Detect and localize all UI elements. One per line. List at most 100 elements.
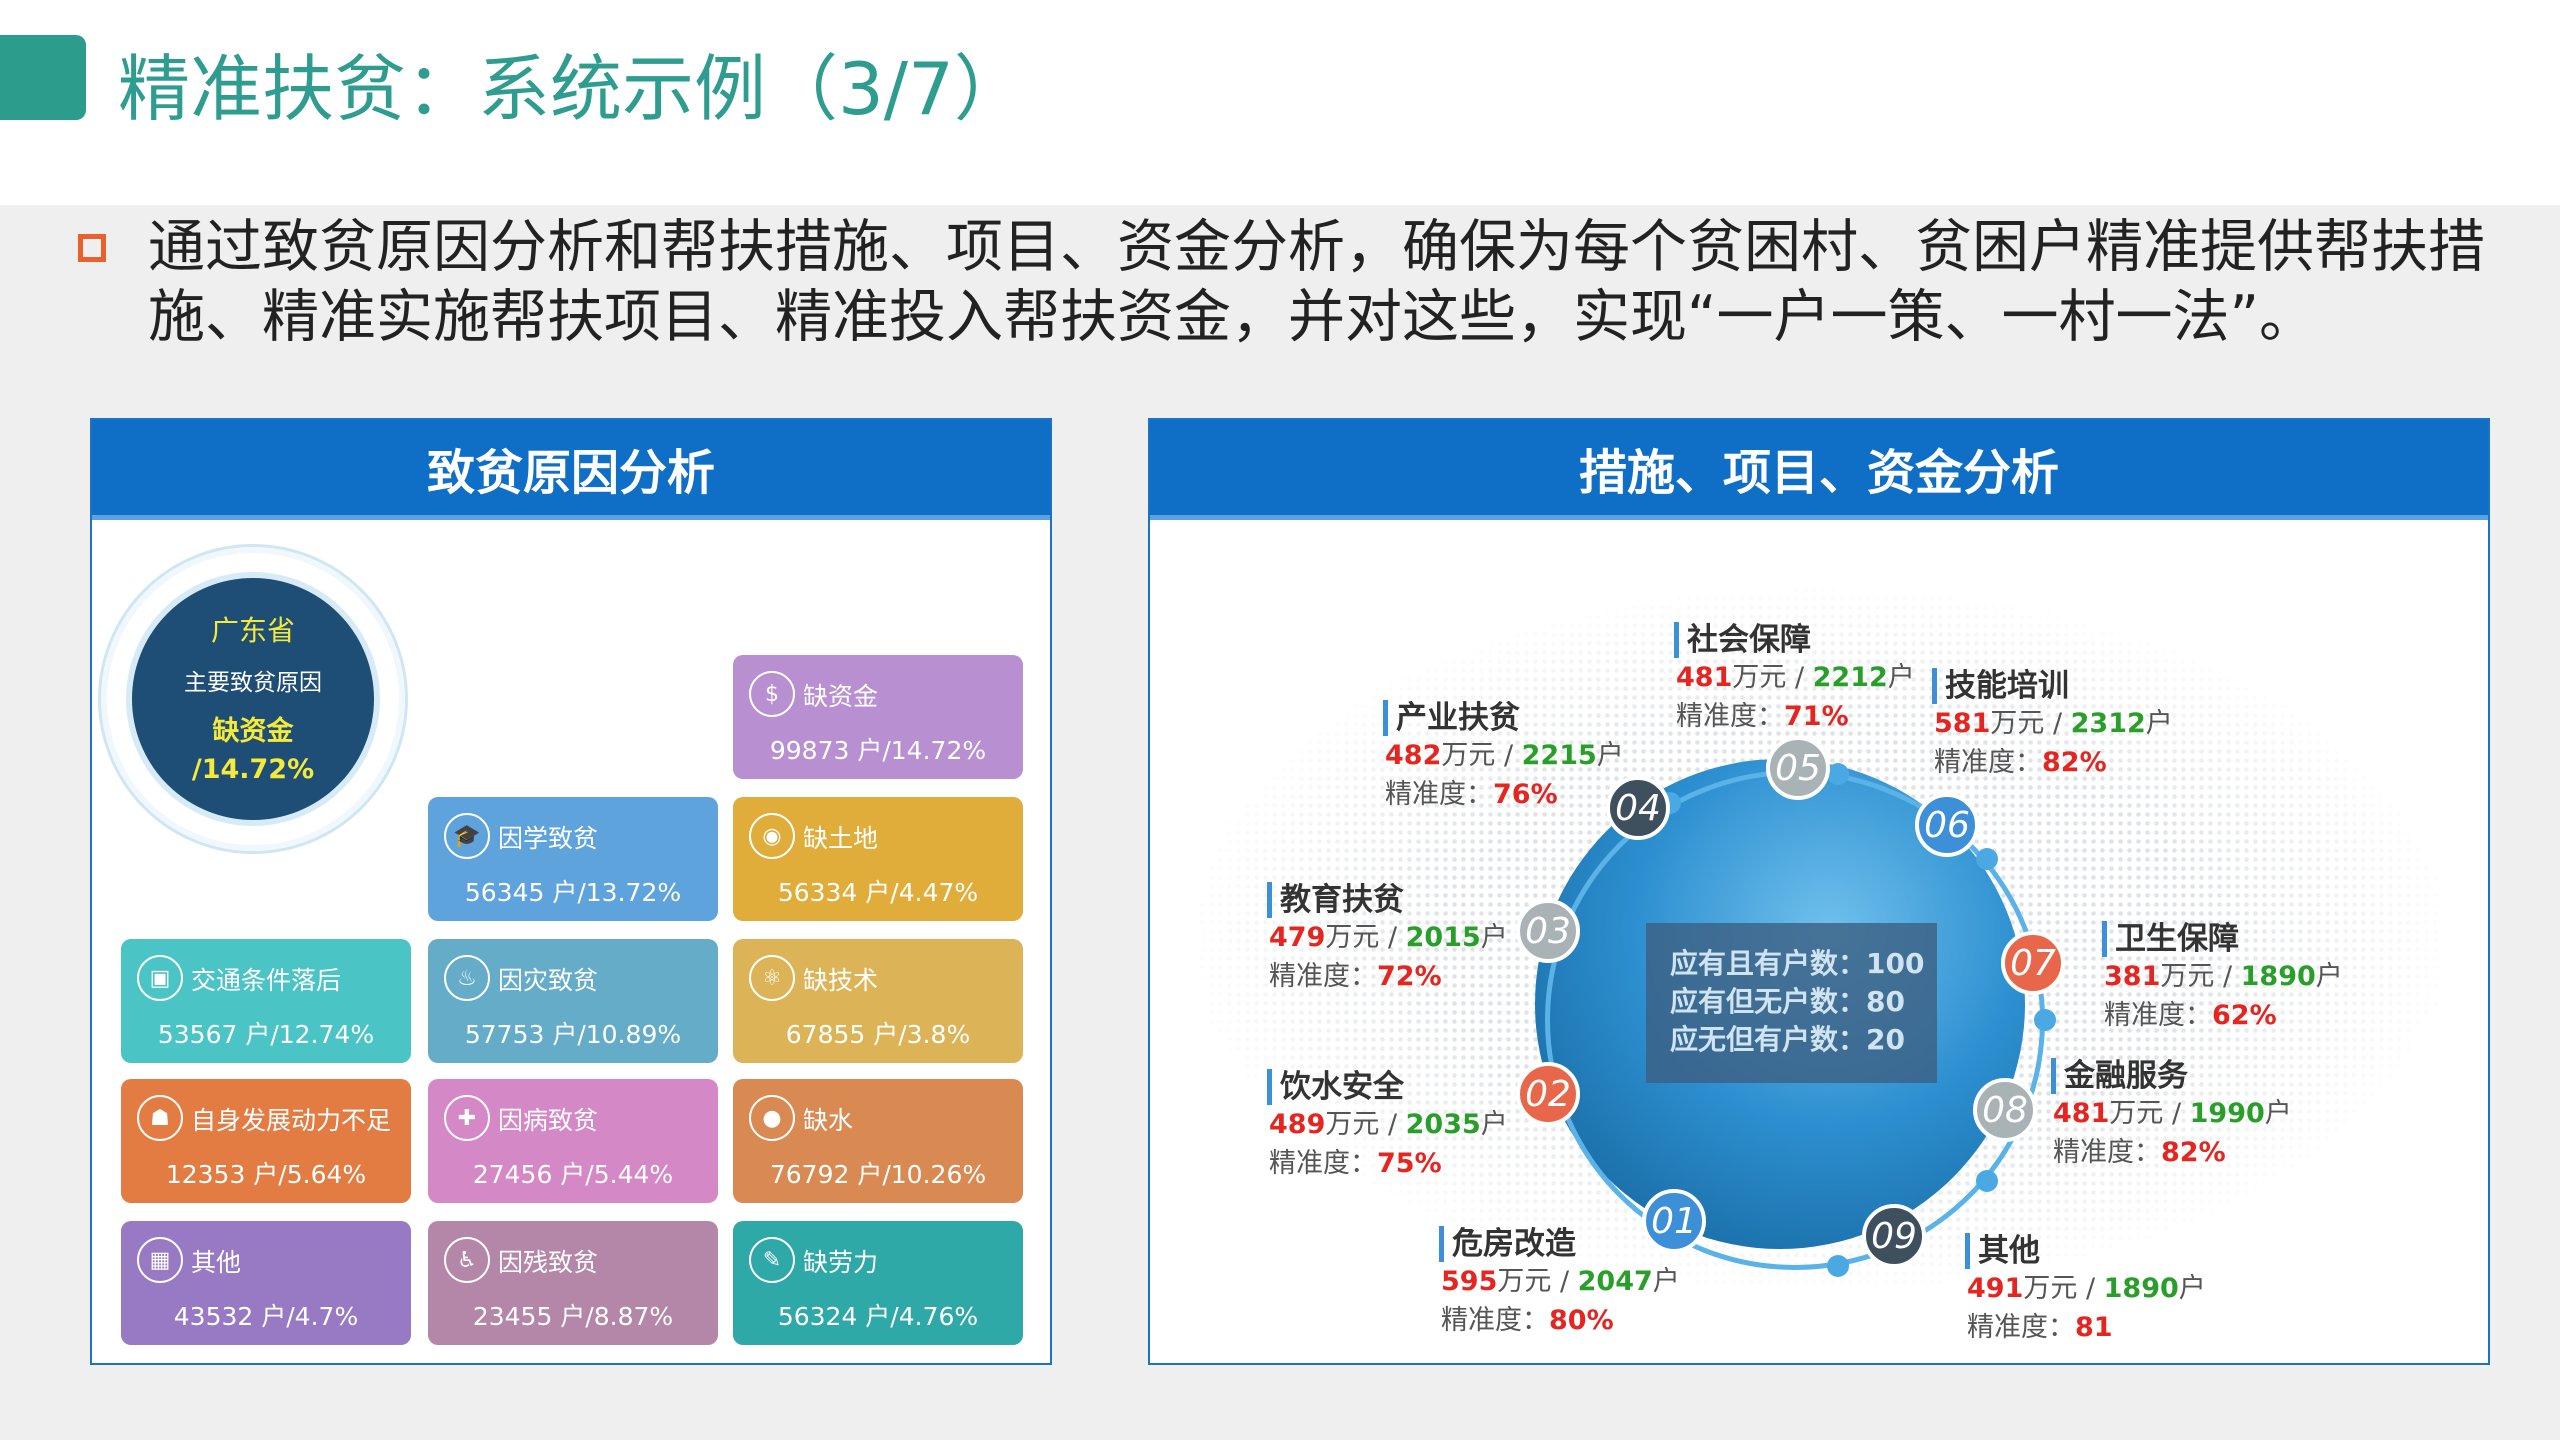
measure-accuracy-line: 精准度：71% [1674,697,1915,736]
elderly-person-icon: ☗ [137,1095,183,1141]
households-unit: 户 [1480,922,1508,953]
funds-value: 482 [1385,740,1442,771]
bullet-square-icon [78,234,106,262]
measure-accuracy-line: 精准度：82% [1932,743,2173,782]
step-number-badge: 09 [1862,1204,1926,1268]
accuracy-label: 精准度： [1441,1305,1549,1336]
measure-funds-line: 381万元 / 1890户 [2102,957,2343,996]
stat-line: 应有但无户数：80 [1670,985,1905,1018]
households-value: 1890 [2103,1273,2179,1304]
accuracy-value: 82% [2042,747,2107,778]
title-bar [0,0,2560,205]
measure-label: 饮水安全 489万元 / 2035户 精准度：75% [1267,1069,1508,1183]
step-number-badge: 04 [1606,776,1670,840]
accuracy-value: 71% [1784,701,1849,732]
measure-accuracy-line: 精准度：82% [2051,1133,2292,1172]
step-number-badge: 07 [2001,931,2065,995]
measure-accuracy-line: 精准度：62% [2102,996,2343,1035]
cause-tile: ✚ 因病致贫 27456 户/5.44% [428,1079,718,1203]
funds-value: 479 [1269,922,1326,953]
measure-funds-line: 481万元 / 2212户 [1674,658,1915,697]
households-value: 1890 [2240,961,2316,992]
coins-icon: $ [749,671,795,717]
measures-title: 措施、项目、资金分析 [1150,420,2488,520]
funds-unit: 万元 / [2023,1273,2104,1304]
orbit-dot [1975,1169,1998,1192]
accuracy-value: 81 [2075,1312,2113,1343]
accuracy-label: 精准度： [1934,747,2042,778]
cause-tile: $ 缺资金 99873 户/14.72% [733,655,1023,779]
accuracy-value: 80% [1549,1305,1614,1336]
funds-unit: 万元 / [2109,1098,2190,1129]
stat-line: 应有且有户数：100 [1670,947,1925,980]
wheelchair-icon: ♿ [444,1237,490,1283]
fire-icon: ♨ [444,955,490,1001]
water-drop-icon: ● [749,1095,795,1141]
cause-value: 57753 户/10.89% [464,1020,682,1049]
measure-accuracy-line: 精准度：81 [1965,1308,2206,1347]
accuracy-label: 精准度： [1967,1312,2075,1343]
step-number-badge: 06 [1915,793,1979,857]
measure-name: 金融服务 [2051,1058,2292,1094]
cause-label: 缺技术 [803,966,879,995]
households-value: 2035 [1405,1109,1481,1140]
funds-unit: 万元 / [1732,662,1813,693]
summary-circle: 广东省 主要致贫原因 缺资金 /14.72% [126,572,380,826]
measure-name: 卫生保障 [2102,921,2343,957]
cause-label: 因学致贫 [498,824,599,853]
households-unit: 户 [2315,961,2343,992]
measure-funds-line: 595万元 / 2047户 [1439,1262,1680,1301]
households-unit: 户 [1887,662,1915,693]
funds-unit: 万元 / [2160,961,2241,992]
funds-value: 481 [1676,662,1733,693]
summary-cause: 缺资金 [212,716,294,747]
measure-label: 产业扶贫 482万元 / 2215户 精准度：76% [1383,700,1624,814]
cause-value: 56324 户/4.76% [777,1302,979,1331]
cause-tile: ◉ 缺土地 56334 户/4.47% [733,797,1023,921]
cause-tile: ☗ 自身发展动力不足 12353 户/5.64% [121,1079,411,1203]
cause-value: 67855 户/3.8% [785,1020,971,1049]
household-stats-box: 应有且有户数：100 应有但无户数：80 应无但有户数：20 [1646,923,1937,1083]
accuracy-label: 精准度： [1269,1148,1377,1179]
cause-tile: ✎ 缺劳力 56324 户/4.76% [733,1221,1023,1345]
accuracy-value: 82% [2161,1137,2226,1168]
cause-label: 缺劳力 [803,1248,879,1277]
atom-icon: ⚛ [749,955,795,1001]
cause-tile: ▣ 交通条件落后 53567 户/12.74% [121,939,411,1063]
cause-label: 因病致贫 [498,1106,599,1135]
measure-accuracy-line: 精准度：75% [1267,1144,1508,1183]
measure-label: 社会保障 481万元 / 2212户 精准度：71% [1674,622,1915,736]
step-number-badge: 02 [1516,1062,1580,1126]
measure-name: 饮水安全 [1267,1069,1508,1105]
accuracy-value: 72% [1377,961,1442,992]
funds-value: 481 [2053,1098,2110,1129]
page-title: 精准扶贫：系统示例（3/7） [118,47,1026,131]
measure-name: 技能培训 [1932,668,2173,704]
step-number-badge: 03 [1516,899,1580,963]
train-icon: ▣ [137,955,183,1001]
households-unit: 户 [2178,1273,2206,1304]
cause-label: 缺土地 [803,824,879,853]
funds-value: 489 [1269,1109,1326,1140]
measure-funds-line: 481万元 / 1990户 [2051,1094,2292,1133]
cause-value: 99873 户/14.72% [769,736,987,765]
cause-value: 43532 户/4.7% [173,1302,359,1331]
orbit-dot [1827,1255,1850,1278]
measure-name: 社会保障 [1674,622,1915,658]
households-value: 1990 [2189,1098,2265,1129]
cause-tile: ♿ 因残致贫 23455 户/8.87% [428,1221,718,1345]
summary-ring [98,544,408,854]
funds-value: 595 [1441,1266,1498,1297]
measure-funds-line: 482万元 / 2215户 [1383,736,1624,775]
accuracy-value: 75% [1377,1148,1442,1179]
funds-unit: 万元 / [1325,1109,1406,1140]
households-value: 2312 [2070,708,2146,739]
grid-icon: ▦ [137,1237,183,1283]
graduation-cap-icon: 🎓 [444,813,490,859]
summary-caption: 主要致贫原因 [184,670,322,696]
orbit-dot [1827,762,1850,785]
cause-tile: ♨ 因灾致贫 57753 户/10.89% [428,939,718,1063]
measure-accuracy-line: 精准度：76% [1383,775,1624,814]
measure-label: 其他 491万元 / 1890户 精准度：81 [1965,1233,2206,1347]
measure-label: 卫生保障 381万元 / 1890户 精准度：62% [2102,921,2343,1035]
